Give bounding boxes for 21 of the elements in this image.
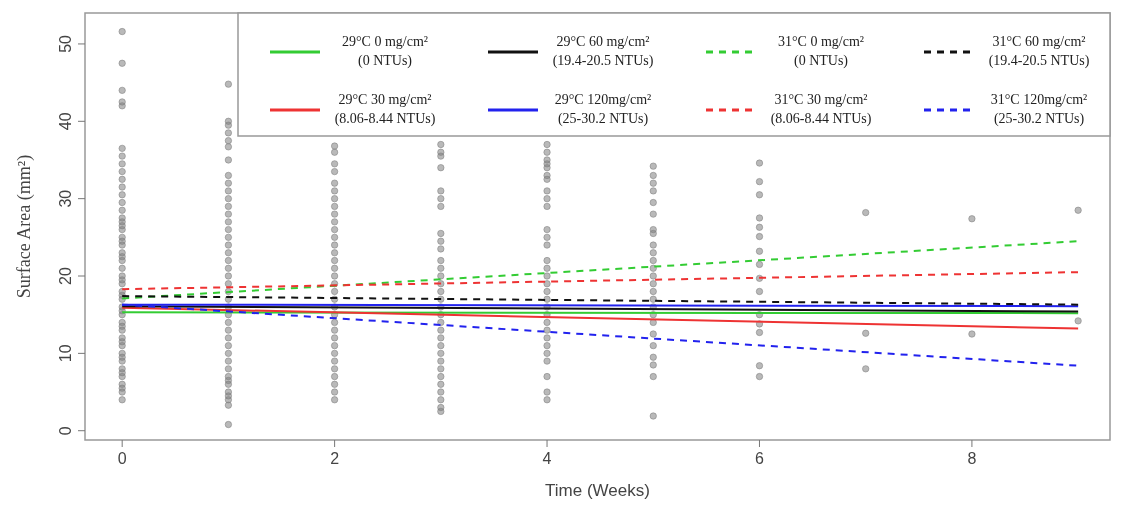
legend-label: 29°C 30 mg/cm² (8.06-8.44 NTUs) <box>334 92 436 127</box>
legend-label: 31°C 120mg/cm² (25-30.2 NTUs) <box>990 92 1088 127</box>
x-axis-title: Time (Weeks) <box>545 481 650 500</box>
x-tick-label: 8 <box>967 450 977 467</box>
y-tick-label: 0 <box>57 426 74 436</box>
x-tick-label: 0 <box>117 450 127 467</box>
legend-label: 29°C 120mg/cm² (25-30.2 NTUs) <box>554 92 652 127</box>
x-tick-label: 6 <box>755 450 765 467</box>
y-tick-label: 40 <box>57 112 74 131</box>
x-tick-label: 2 <box>330 450 340 467</box>
legend-label: 29°C 0 mg/cm² (0 NTUs) <box>341 34 429 69</box>
y-tick-label: 10 <box>57 344 74 363</box>
y-tick-label: 20 <box>57 267 74 285</box>
legend-label: 31°C 30 mg/cm² (8.06-8.44 NTUs) <box>770 92 872 127</box>
y-axis-title: Surface Area (mm²) <box>14 154 35 299</box>
legend-label: 31°C 0 mg/cm² (0 NTUs) <box>777 34 865 69</box>
legend-label: 31°C 60 mg/cm² (19.4-20.5 NTUs) <box>988 34 1090 69</box>
legend-label: 29°C 60 mg/cm² (19.4-20.5 NTUs) <box>552 34 654 69</box>
y-tick-label: 30 <box>57 189 74 208</box>
y-tick-label: 50 <box>57 34 74 53</box>
x-tick-label: 4 <box>542 450 552 467</box>
